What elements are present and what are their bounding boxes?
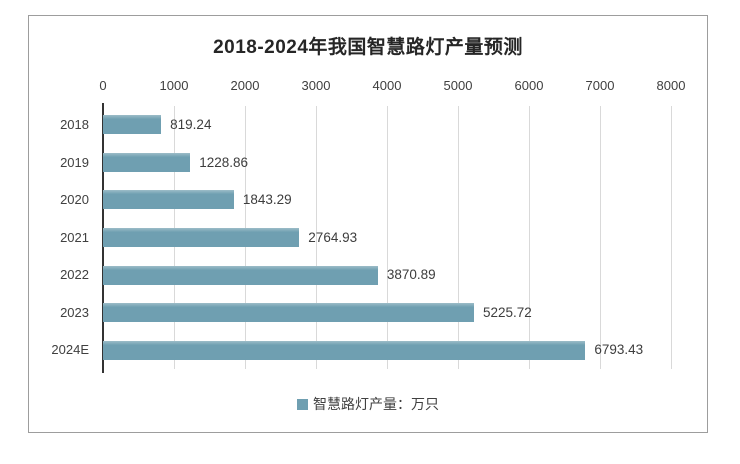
legend-swatch-icon: [297, 398, 308, 410]
bar-row: 2764.93: [103, 219, 671, 257]
x-tick-label: 5000: [443, 78, 473, 93]
bar-value-label: 1228.86: [199, 154, 249, 170]
gridline: [528, 106, 530, 369]
bar: [103, 152, 191, 172]
x-tick-label: 6000: [514, 78, 544, 93]
x-axis: 0 1000 2000 3000 4000 5000 6000 7000 8000: [29, 78, 707, 96]
category-label: 2021: [60, 229, 89, 245]
category-label: 2018: [60, 117, 89, 132]
bar-value-label: 2764.93: [308, 229, 358, 245]
bar-row: 819.24: [103, 106, 671, 144]
bar-value-label: 5225.72: [483, 304, 532, 320]
category-label: 2019: [60, 154, 89, 170]
bar-value-label: 819.24: [170, 117, 212, 132]
x-tick-label: 7000: [585, 78, 615, 93]
legend: 智慧路灯产量：万只: [29, 394, 707, 414]
x-tick-label: 3000: [301, 78, 331, 93]
gridline: [386, 106, 388, 369]
gridline: [315, 106, 317, 369]
plot-area: 819.24 1228.86 1843.29 2764.93 3870.89 5225.7…: [102, 103, 672, 373]
bar-row: 3870.89: [103, 256, 671, 294]
bar-value-label: 6793.43: [594, 342, 644, 358]
bar: [103, 303, 475, 323]
bar-value-label: 1843.29: [242, 192, 292, 208]
bar: [103, 265, 378, 285]
bar-row: 6793.43: [103, 331, 671, 369]
gridline: [457, 106, 459, 369]
bar: [103, 190, 234, 210]
bar-row: 1228.86: [103, 144, 671, 182]
x-tick-label: 2000: [230, 78, 260, 93]
x-tick-label: 0: [99, 78, 107, 93]
x-tick-label: 8000: [656, 78, 686, 93]
bar: [103, 340, 586, 360]
category-label: 2023: [60, 304, 89, 320]
bar-row: 1843.29: [103, 181, 671, 219]
bar-value-label: 3870.89: [386, 267, 436, 283]
gridline: [670, 106, 672, 369]
legend-label: 智慧路灯产量：万只: [313, 396, 439, 412]
x-tick-label: 4000: [372, 78, 402, 93]
x-tick-label: 1000: [159, 78, 189, 93]
bar: [103, 115, 162, 135]
bar: [103, 227, 300, 247]
category-label: 2022: [60, 267, 89, 283]
category-axis: 2018 2019 2020 2021 2022 2023 2024E: [33, 106, 95, 369]
bar-row: 5225.72: [103, 294, 671, 332]
category-label: 2020: [60, 192, 89, 208]
gridline: [599, 106, 601, 369]
chart-title: 2018-2024年我国智慧路灯产量预测: [213, 37, 523, 58]
chart-frame: 2018-2024年我国智慧路灯产量预测 0 1000 2000 3000 4000 50…: [28, 15, 708, 433]
category-label: 2024E: [51, 342, 89, 358]
